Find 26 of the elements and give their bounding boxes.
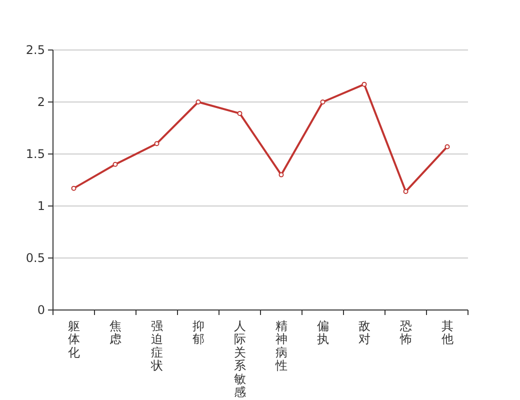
y-tick-label: 2 — [37, 95, 45, 110]
x-tick-label: 人际关系敏感 — [234, 319, 246, 399]
point — [403, 188, 408, 194]
point — [112, 162, 118, 167]
x-tick-label: 强迫症状 — [150, 319, 163, 373]
point — [320, 100, 326, 104]
y-tick-label: 2.5 — [26, 43, 45, 58]
point — [71, 186, 76, 191]
point — [154, 141, 160, 146]
x-tick-label: 其他 — [441, 319, 454, 346]
x-tick-label: 焦虑 — [109, 319, 122, 346]
point — [196, 100, 201, 104]
point — [237, 110, 242, 116]
x-tick-label: 抑郁 — [192, 319, 204, 346]
x-tick-label: 恐怖 — [398, 319, 412, 346]
x-tick-label: 偏执 — [316, 319, 329, 346]
y-tick-label: 1 — [37, 199, 45, 214]
point — [444, 144, 450, 150]
point — [362, 82, 367, 87]
y-tick-label: 1.5 — [26, 147, 45, 162]
x-tick-label: 精神病性 — [274, 319, 288, 373]
y-tick-label: 0.5 — [26, 251, 45, 266]
y-tick-label: 0 — [37, 303, 45, 318]
x-tick-label: 敌对 — [358, 319, 370, 346]
x-tick-label: 躯体化 — [68, 319, 80, 360]
point — [278, 172, 284, 178]
